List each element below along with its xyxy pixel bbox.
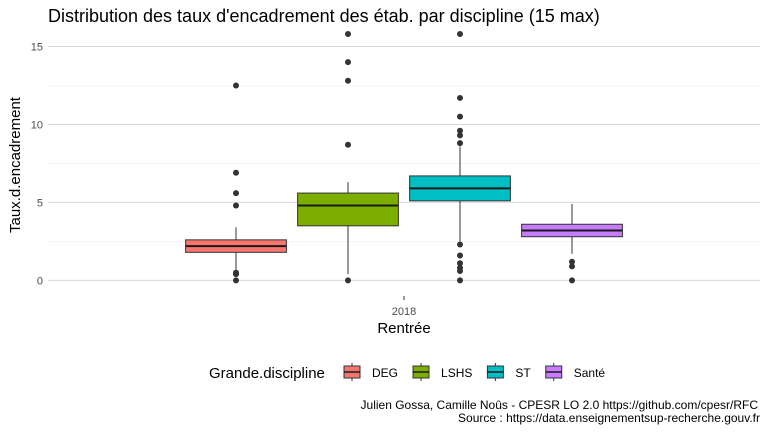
- outlier-point: [457, 268, 463, 275]
- y-tick-label: 15: [31, 41, 43, 53]
- outlier-point: [457, 31, 463, 37]
- legend-key-deg: DEG: [343, 363, 398, 381]
- legend-label: LSHS: [441, 366, 472, 380]
- outlier-point: [233, 169, 239, 176]
- legend-label: ST: [515, 366, 531, 380]
- legend-title: Grande.discipline: [209, 365, 325, 382]
- y-tick-labels: 0 5 10 15: [31, 41, 43, 287]
- outlier-point: [457, 277, 463, 284]
- outlier-point: [345, 31, 351, 37]
- box-lshs: [297, 31, 399, 284]
- chart-title: Distribution des taux d'encadrement des …: [48, 6, 600, 26]
- outlier-point: [233, 202, 239, 209]
- outlier-point: [569, 277, 575, 284]
- outlier-point: [457, 140, 463, 147]
- outlier-point: [345, 59, 351, 66]
- box-santé: [521, 203, 623, 284]
- plot-panel: [48, 34, 760, 296]
- x-axis: 2018: [392, 296, 416, 318]
- x-tick-label: 2018: [392, 306, 416, 318]
- outlier-point: [233, 82, 239, 89]
- box-deg: [185, 82, 287, 284]
- gridlines: [48, 45, 760, 281]
- outlier-point: [457, 113, 463, 120]
- x-axis-title: Rentrée: [377, 320, 430, 337]
- outlier-point: [457, 241, 463, 248]
- legend-key-santé: Santé: [545, 363, 606, 381]
- outlier-point: [233, 277, 239, 284]
- boxes: [185, 31, 623, 284]
- legend-label: DEG: [372, 366, 398, 380]
- outlier-point: [457, 127, 463, 134]
- caption-source: Source : https://data.enseignementsup-re…: [458, 411, 760, 425]
- outlier-point: [345, 77, 351, 84]
- outlier-point: [569, 263, 575, 270]
- y-tick-label: 10: [31, 119, 43, 131]
- outlier-point: [457, 132, 463, 139]
- legend: Grande.discipline DEG LSHS ST Santé: [209, 363, 605, 382]
- outlier-point: [569, 258, 575, 265]
- outlier-point: [457, 252, 463, 259]
- outlier-point: [345, 141, 351, 148]
- outlier-point: [233, 190, 239, 197]
- outlier-point: [457, 94, 463, 101]
- box-body: [297, 192, 399, 227]
- outlier-point: [457, 260, 463, 267]
- y-tick-label: 0: [37, 275, 43, 287]
- box-st: [409, 31, 511, 284]
- y-tick-label: 5: [37, 197, 43, 209]
- y-axis-title: Taux.d.encadrement: [7, 96, 24, 233]
- legend-key-st: ST: [486, 363, 531, 381]
- caption-credits: Julien Gossa, Camille Noûs - CPESR LO 2.…: [361, 398, 759, 412]
- outlier-point: [345, 277, 351, 284]
- outlier-point: [233, 271, 239, 278]
- legend-key-lshs: LSHS: [412, 363, 472, 381]
- legend-label: Santé: [574, 366, 606, 380]
